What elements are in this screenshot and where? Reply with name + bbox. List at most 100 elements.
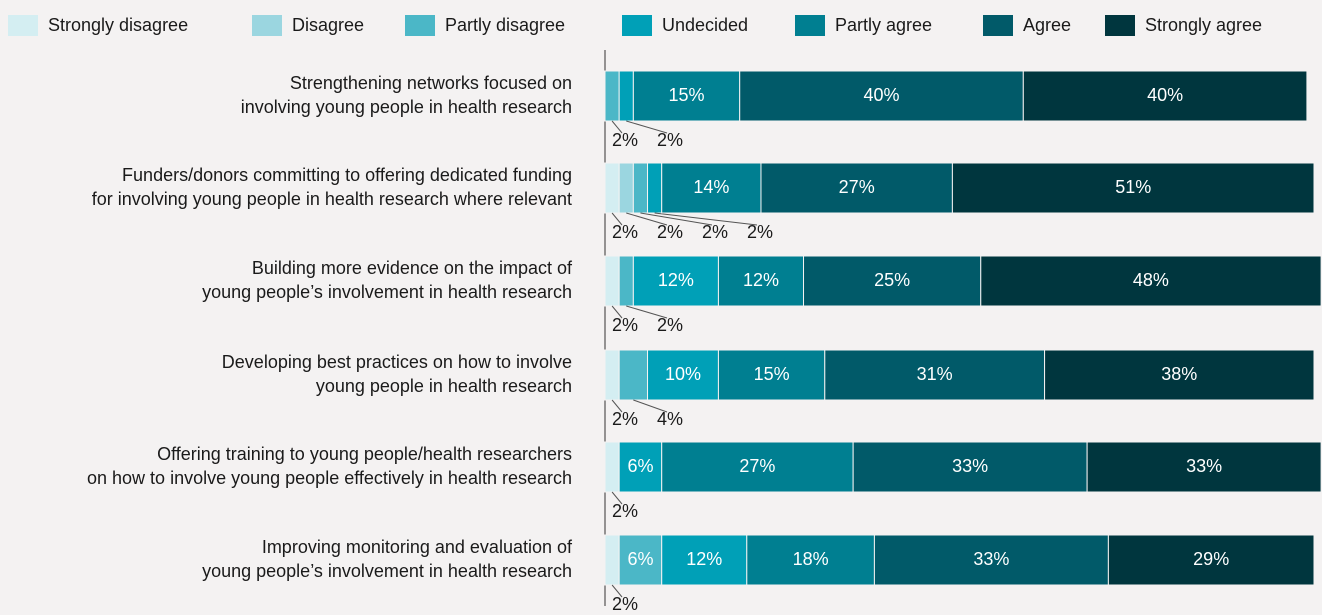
bar-segment [604,162,620,214]
leader-line [611,399,623,413]
category-label: Strengthening networks focused on [290,73,572,93]
bar-segment [1107,534,1315,586]
leader-line [611,120,623,134]
leader-line [611,491,623,505]
legend-label: Agree [1023,15,1071,35]
bar-segment [618,441,663,493]
bar-segment [1044,349,1315,401]
category-label: for involving young people in health res… [92,189,572,209]
bar-segment [760,162,953,214]
bar-segment [604,255,620,307]
legend-label: Strongly disagree [48,15,188,35]
legend-swatch [1105,15,1135,36]
value-label: 2% [612,315,638,335]
bar-segment [618,534,663,586]
legend-label: Disagree [292,15,364,35]
category-label: young people’s involvement in health res… [202,282,572,302]
bar-segment [661,162,762,214]
value-label: 12% [658,270,694,290]
bar-segment [803,255,982,307]
legend-label: Partly disagree [445,15,565,35]
bar-segment [632,162,649,214]
value-label: 33% [1186,456,1222,476]
value-label: 33% [952,456,988,476]
legend-swatch [795,15,825,36]
value-label: 12% [743,270,779,290]
bar-segment [618,349,649,401]
value-label: 2% [612,130,638,150]
bar-segment [618,162,634,214]
leader-line [640,212,713,226]
category-label: on how to involve young people effective… [87,468,572,488]
bar-segment [661,534,748,586]
leader-line [611,305,623,319]
category-label: Funders/donors committing to offering de… [122,165,572,185]
bar-segment [824,349,1046,401]
bar-segment [632,255,719,307]
category-label: Improving monitoring and evaluation of [262,537,573,557]
value-label: 2% [612,222,638,242]
category-label: young people’s involvement in health res… [202,561,572,581]
value-label: 38% [1161,364,1197,384]
value-label: 14% [693,177,729,197]
value-label: 15% [669,85,705,105]
bar-segment [980,255,1322,307]
legend-swatch [983,15,1013,36]
category-label: Offering training to young people/health… [157,444,572,464]
category-label: Building more evidence on the impact of [252,258,573,278]
bar-segment [951,162,1315,214]
leader-line [611,212,623,226]
value-label: 27% [739,456,775,476]
legend-label: Strongly agree [1145,15,1262,35]
bar-segment [746,534,875,586]
bar-segment [632,70,741,122]
value-label: 6% [627,549,653,569]
bar-segment [873,534,1109,586]
value-label: 33% [973,549,1009,569]
category-label: young people in health research [316,376,572,396]
legend-swatch [405,15,435,36]
value-label: 2% [747,222,773,242]
bar-segment [647,349,719,401]
leader-line [633,399,668,413]
bar-segment [604,534,620,586]
bar-segment [604,441,620,493]
value-label: 48% [1133,270,1169,290]
bar-segment [604,70,620,122]
bar-segment [618,255,634,307]
leader-line [626,212,668,226]
bar-segment [618,70,634,122]
category-label: Developing best practices on how to invo… [222,352,572,372]
value-label: 2% [657,315,683,335]
value-label: 2% [612,409,638,429]
value-label: 15% [754,364,790,384]
value-label: 2% [657,130,683,150]
bar-segment [604,349,620,401]
leader-line [654,212,758,226]
value-label: 25% [874,270,910,290]
legend-swatch [622,15,652,36]
value-label: 2% [702,222,728,242]
value-label: 4% [657,409,683,429]
value-label: 27% [839,177,875,197]
leader-line [626,305,668,319]
legend-label: Undecided [662,15,748,35]
value-label: 2% [612,501,638,521]
bar-segment [1086,441,1322,493]
leader-line [626,120,668,134]
value-label: 12% [686,549,722,569]
value-label: 6% [627,456,653,476]
value-label: 10% [665,364,701,384]
legend-label: Partly agree [835,15,932,35]
value-label: 40% [863,85,899,105]
value-label: 18% [793,549,829,569]
leader-line [611,584,623,598]
bar-segment [1022,70,1308,122]
value-label: 2% [657,222,683,242]
bar-segment [647,162,663,214]
value-label: 2% [612,594,638,614]
value-label: 40% [1147,85,1183,105]
legend-swatch [8,15,38,36]
bar-segment [852,441,1088,493]
